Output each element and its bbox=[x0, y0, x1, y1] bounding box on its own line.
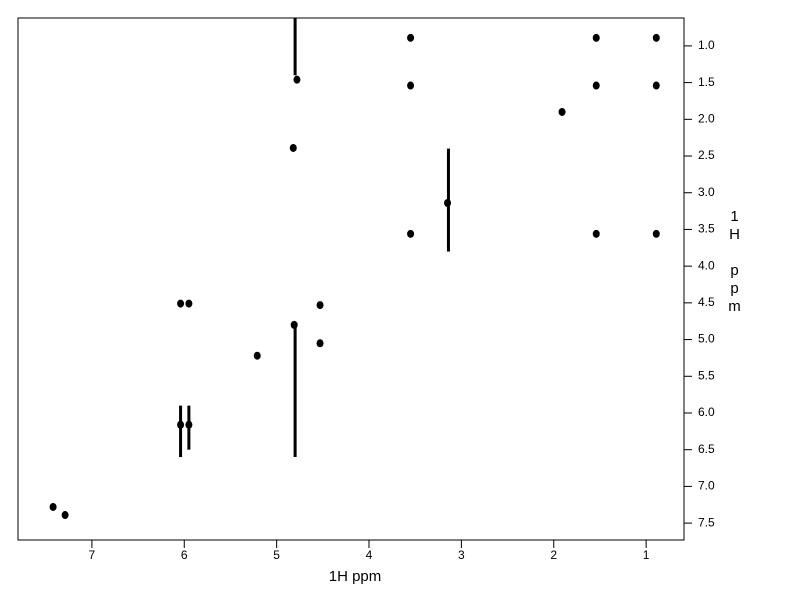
y-tick-label: 6.5 bbox=[698, 442, 715, 456]
y-tick-label: 2.0 bbox=[698, 111, 715, 125]
x-tick-label: 6 bbox=[181, 548, 188, 562]
peak bbox=[49, 502, 57, 511]
peak bbox=[177, 299, 185, 308]
y-tick-label: 3.0 bbox=[698, 185, 715, 199]
x-tick-label: 3 bbox=[458, 548, 465, 562]
x-axis-label: 1H ppm bbox=[329, 568, 382, 585]
peak bbox=[407, 229, 415, 238]
y-tick-label: 7.5 bbox=[698, 515, 715, 529]
peak bbox=[652, 229, 660, 238]
peak bbox=[185, 299, 193, 308]
peak bbox=[293, 75, 301, 84]
y-tick-label: 4.5 bbox=[698, 295, 715, 309]
x-tick-label: 4 bbox=[366, 548, 373, 562]
peak bbox=[61, 511, 69, 520]
y-tick-label: 7.0 bbox=[698, 479, 715, 493]
peak bbox=[289, 143, 297, 152]
peak bbox=[652, 33, 660, 42]
y-tick-label: 1.0 bbox=[698, 38, 715, 52]
y-tick-label: 6.0 bbox=[698, 405, 715, 419]
peak bbox=[592, 81, 600, 90]
peak bbox=[185, 420, 193, 429]
x-tick-label: 1 bbox=[643, 548, 650, 562]
x-tick-label: 5 bbox=[273, 548, 280, 562]
y-tick-label: 5.0 bbox=[698, 332, 715, 346]
x-tick-label: 2 bbox=[550, 548, 557, 562]
y-tick-label: 2.5 bbox=[698, 148, 715, 162]
peak bbox=[407, 81, 415, 90]
y-tick-label: 5.5 bbox=[698, 368, 715, 382]
peak bbox=[316, 301, 324, 310]
peak bbox=[316, 339, 324, 348]
peak bbox=[444, 199, 452, 208]
y-tick-label: 4.0 bbox=[698, 258, 715, 272]
peak bbox=[592, 33, 600, 42]
peak bbox=[558, 107, 566, 116]
peak bbox=[407, 33, 415, 42]
peak bbox=[652, 81, 660, 90]
y-tick-label: 1.5 bbox=[698, 75, 715, 89]
plot-frame bbox=[17, 17, 685, 541]
peak bbox=[592, 229, 600, 238]
y-axis-label: 1H ppm bbox=[726, 208, 743, 316]
y-tick-label: 3.5 bbox=[698, 222, 715, 236]
peak bbox=[253, 351, 261, 360]
peak bbox=[177, 420, 185, 429]
peak bbox=[290, 320, 298, 329]
x-tick-label: 7 bbox=[89, 548, 96, 562]
